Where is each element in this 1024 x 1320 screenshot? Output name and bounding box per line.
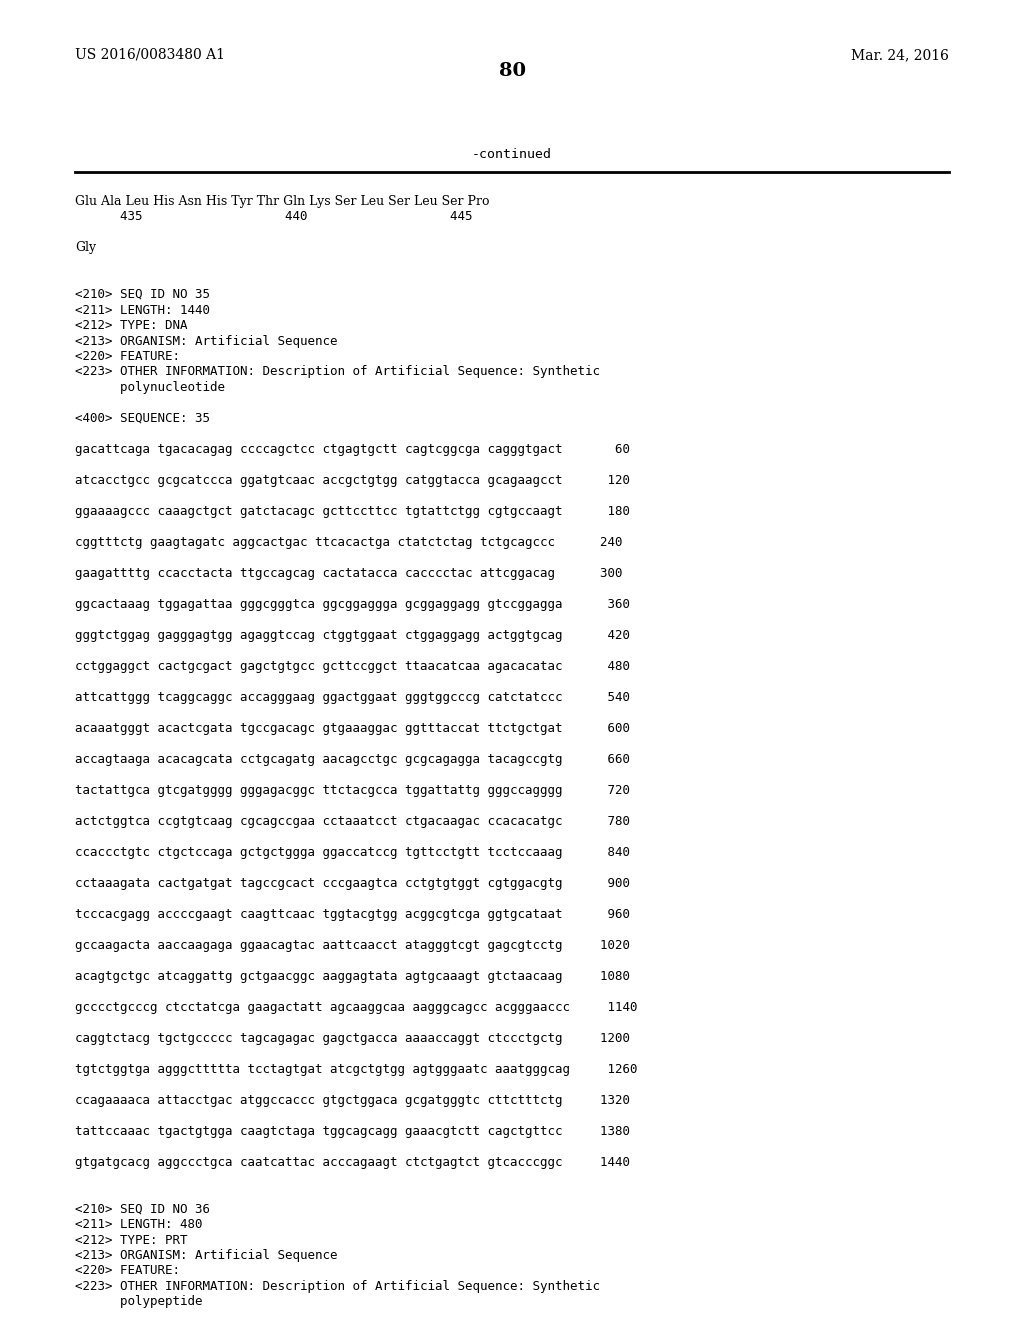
- Text: <223> OTHER INFORMATION: Description of Artificial Sequence: Synthetic: <223> OTHER INFORMATION: Description of …: [75, 1280, 600, 1294]
- Text: acaaatgggt acactcgata tgccgacagc gtgaaaggac ggtttaccat ttctgctgat      600: acaaatgggt acactcgata tgccgacagc gtgaaag…: [75, 722, 630, 735]
- Text: polypeptide: polypeptide: [75, 1295, 203, 1308]
- Text: accagtaaga acacagcata cctgcagatg aacagcctgc gcgcagagga tacagccgtg      660: accagtaaga acacagcata cctgcagatg aacagcc…: [75, 752, 630, 766]
- Text: polynucleotide: polynucleotide: [75, 381, 225, 393]
- Text: US 2016/0083480 A1: US 2016/0083480 A1: [75, 48, 225, 62]
- Text: <220> FEATURE:: <220> FEATURE:: [75, 350, 180, 363]
- Text: 435                   440                   445: 435 440 445: [75, 210, 472, 223]
- Text: Gly: Gly: [75, 242, 96, 255]
- Text: ggcactaaag tggagattaa gggcgggtca ggcggaggga gcggaggagg gtccggagga      360: ggcactaaag tggagattaa gggcgggtca ggcggag…: [75, 598, 630, 611]
- Text: <212> TYPE: DNA: <212> TYPE: DNA: [75, 319, 187, 333]
- Text: cggtttctg gaagtagatc aggcactgac ttcacactga ctatctctag tctgcagccc      240: cggtttctg gaagtagatc aggcactgac ttcacact…: [75, 536, 623, 549]
- Text: <212> TYPE: PRT: <212> TYPE: PRT: [75, 1233, 187, 1246]
- Text: actctggtca ccgtgtcaag cgcagccgaa cctaaatcct ctgacaagac ccacacatgc      780: actctggtca ccgtgtcaag cgcagccgaa cctaaat…: [75, 814, 630, 828]
- Text: tcccacgagg accccgaagt caagttcaac tggtacgtgg acggcgtcga ggtgcataat      960: tcccacgagg accccgaagt caagttcaac tggtacg…: [75, 908, 630, 921]
- Text: Mar. 24, 2016: Mar. 24, 2016: [851, 48, 949, 62]
- Text: atcacctgcc gcgcatccca ggatgtcaac accgctgtgg catggtacca gcagaagcct      120: atcacctgcc gcgcatccca ggatgtcaac accgctg…: [75, 474, 630, 487]
- Text: <211> LENGTH: 480: <211> LENGTH: 480: [75, 1218, 203, 1232]
- Text: 80: 80: [499, 62, 525, 81]
- Text: <220> FEATURE:: <220> FEATURE:: [75, 1265, 180, 1278]
- Text: <400> SEQUENCE: 35: <400> SEQUENCE: 35: [75, 412, 210, 425]
- Text: gggtctggag gagggagtgg agaggtccag ctggtggaat ctggaggagg actggtgcag      420: gggtctggag gagggagtgg agaggtccag ctggtgg…: [75, 630, 630, 642]
- Text: <213> ORGANISM: Artificial Sequence: <213> ORGANISM: Artificial Sequence: [75, 1249, 338, 1262]
- Text: tgtctggtga agggcttttta tcctagtgat atcgctgtgg agtgggaatc aaatgggcag     1260: tgtctggtga agggcttttta tcctagtgat atcgct…: [75, 1063, 638, 1076]
- Text: gcccctgcccg ctcctatcga gaagactatt agcaaggcaa aagggcagcc acgggaaccc     1140: gcccctgcccg ctcctatcga gaagactatt agcaag…: [75, 1001, 638, 1014]
- Text: <210> SEQ ID NO 36: <210> SEQ ID NO 36: [75, 1203, 210, 1216]
- Text: ccagaaaaca attacctgac atggccaccc gtgctggaca gcgatgggtc cttctttctg     1320: ccagaaaaca attacctgac atggccaccc gtgctgg…: [75, 1094, 630, 1107]
- Text: attcattggg tcaggcaggc accagggaag ggactggaat gggtggcccg catctatccc      540: attcattggg tcaggcaggc accagggaag ggactgg…: [75, 690, 630, 704]
- Text: <213> ORGANISM: Artificial Sequence: <213> ORGANISM: Artificial Sequence: [75, 334, 338, 347]
- Text: -continued: -continued: [472, 148, 552, 161]
- Text: acagtgctgc atcaggattg gctgaacggc aaggagtata agtgcaaagt gtctaacaag     1080: acagtgctgc atcaggattg gctgaacggc aaggagt…: [75, 970, 630, 983]
- Text: ccaccctgtc ctgctccaga gctgctggga ggaccatccg tgttcctgtt tcctccaaag      840: ccaccctgtc ctgctccaga gctgctggga ggaccat…: [75, 846, 630, 859]
- Text: caggtctacg tgctgccccc tagcagagac gagctgacca aaaaccaggt ctccctgctg     1200: caggtctacg tgctgccccc tagcagagac gagctga…: [75, 1032, 630, 1045]
- Text: gaagattttg ccacctacta ttgccagcag cactatacca cacccctac attcggacag      300: gaagattttg ccacctacta ttgccagcag cactata…: [75, 568, 623, 579]
- Text: cctaaagata cactgatgat tagccgcact cccgaagtca cctgtgtggt cgtggacgtg      900: cctaaagata cactgatgat tagccgcact cccgaag…: [75, 876, 630, 890]
- Text: gtgatgcacg aggccctgca caatcattac acccagaagt ctctgagtct gtcacccggc     1440: gtgatgcacg aggccctgca caatcattac acccaga…: [75, 1156, 630, 1170]
- Text: <210> SEQ ID NO 35: <210> SEQ ID NO 35: [75, 288, 210, 301]
- Text: <223> OTHER INFORMATION: Description of Artificial Sequence: Synthetic: <223> OTHER INFORMATION: Description of …: [75, 366, 600, 379]
- Text: tattccaaac tgactgtgga caagtctaga tggcagcagg gaaacgtctt cagctgttcc     1380: tattccaaac tgactgtgga caagtctaga tggcagc…: [75, 1125, 630, 1138]
- Text: Glu Ala Leu His Asn His Tyr Thr Gln Lys Ser Leu Ser Leu Ser Pro: Glu Ala Leu His Asn His Tyr Thr Gln Lys …: [75, 195, 489, 209]
- Text: ggaaaagccc caaagctgct gatctacagc gcttccttcc tgtattctgg cgtgccaagt      180: ggaaaagccc caaagctgct gatctacagc gcttcct…: [75, 506, 630, 517]
- Text: gccaagacta aaccaagaga ggaacagtac aattcaacct atagggtcgt gagcgtcctg     1020: gccaagacta aaccaagaga ggaacagtac aattcaa…: [75, 939, 630, 952]
- Text: cctggaggct cactgcgact gagctgtgcc gcttccggct ttaacatcaa agacacatac      480: cctggaggct cactgcgact gagctgtgcc gcttccg…: [75, 660, 630, 673]
- Text: tactattgca gtcgatgggg gggagacggc ttctacgcca tggattattg gggccagggg      720: tactattgca gtcgatgggg gggagacggc ttctacg…: [75, 784, 630, 797]
- Text: <211> LENGTH: 1440: <211> LENGTH: 1440: [75, 304, 210, 317]
- Text: gacattcaga tgacacagag ccccagctcc ctgagtgctt cagtcggcga cagggtgact       60: gacattcaga tgacacagag ccccagctcc ctgagtg…: [75, 444, 630, 455]
